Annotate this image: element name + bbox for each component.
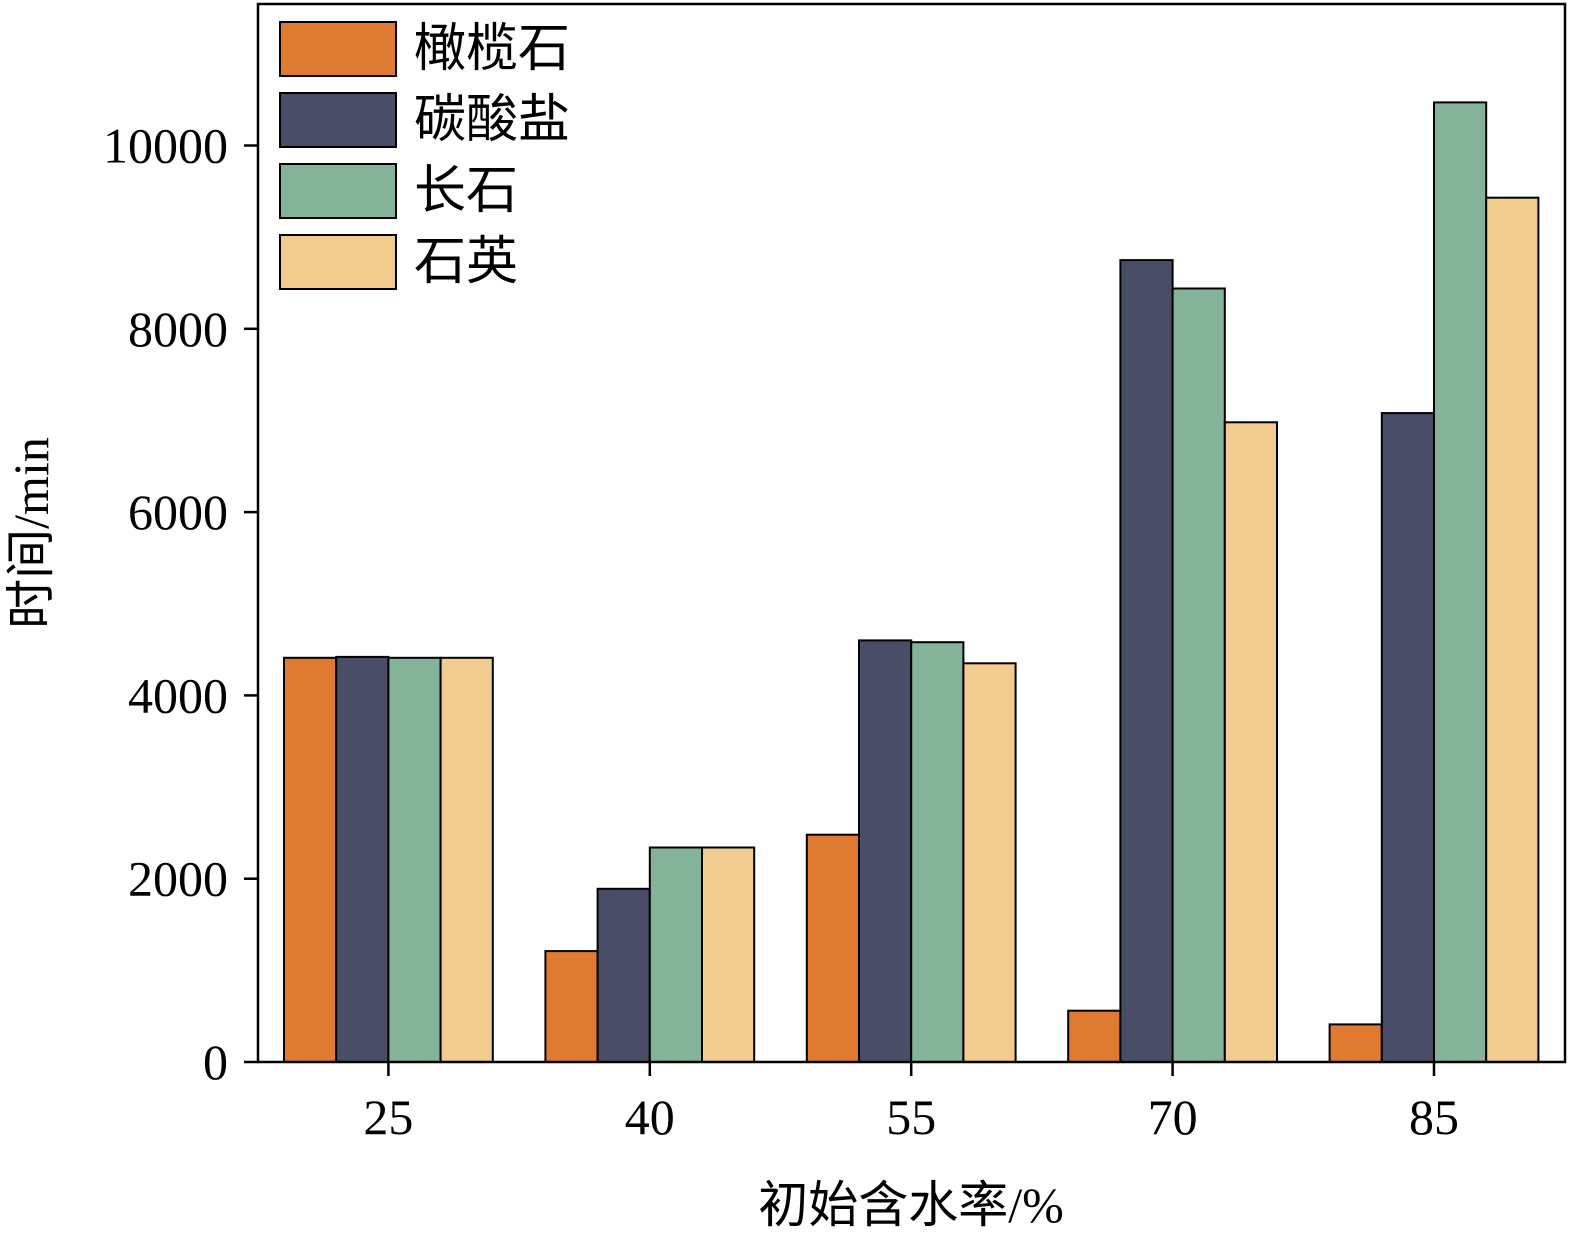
x-tick-label: 55 [886, 1089, 936, 1145]
bar-橄榄石-40 [544, 950, 599, 1063]
bar-长石-70 [1171, 287, 1226, 1063]
bar-石英-55 [962, 662, 1017, 1063]
bar-长石-55 [910, 641, 965, 1063]
x-tick-label: 25 [363, 1089, 413, 1145]
y-axis: 0 2000 4000 6000 8000 10000 [103, 118, 258, 1090]
legend-label: 石英 [414, 234, 518, 291]
x-tick-label: 85 [1409, 1089, 1459, 1145]
legend-swatch [279, 21, 397, 77]
bar-石英-40 [701, 846, 756, 1063]
bar-橄榄石-70 [1067, 1009, 1122, 1064]
bar-碳酸盐-25 [335, 655, 390, 1064]
y-tick-label: 2000 [128, 851, 228, 907]
legend-swatch [279, 92, 397, 148]
y-tick-label: 0 [203, 1034, 228, 1090]
y-tick-label: 4000 [128, 667, 228, 723]
bars-layer [283, 101, 1540, 1064]
legend-label: 橄榄石 [414, 21, 570, 78]
y-tick-label: 8000 [128, 301, 228, 357]
x-tick-label: 40 [625, 1089, 675, 1145]
bar-碳酸盐-70 [1119, 259, 1174, 1064]
bar-橄榄石-85 [1328, 1023, 1383, 1064]
x-axis-label: 初始含水率/% [758, 1177, 1064, 1233]
bar-橄榄石-25 [283, 656, 338, 1063]
bar-石英-25 [439, 656, 494, 1063]
legend-label: 长石 [414, 163, 518, 220]
y-tick-label: 10000 [103, 118, 228, 174]
bar-碳酸盐-85 [1380, 412, 1436, 1064]
legend-label: 碳酸盐 [414, 92, 570, 149]
legend-swatch [279, 163, 397, 219]
x-axis: 25 40 55 70 85 [363, 1062, 1459, 1145]
bar-橄榄石-55 [805, 833, 860, 1064]
legend-swatch [279, 234, 397, 290]
x-tick-label: 70 [1148, 1089, 1198, 1145]
bar-长石-85 [1433, 101, 1488, 1063]
bar-长石-25 [387, 656, 442, 1063]
bar-长石-40 [648, 846, 703, 1063]
bar-石英-70 [1223, 421, 1279, 1063]
bar-碳酸盐-40 [596, 887, 651, 1063]
bar-碳酸盐-55 [858, 639, 913, 1064]
y-axis-label: 时间/min [3, 437, 59, 629]
y-tick-label: 6000 [128, 484, 228, 540]
bar-石英-85 [1485, 196, 1540, 1063]
